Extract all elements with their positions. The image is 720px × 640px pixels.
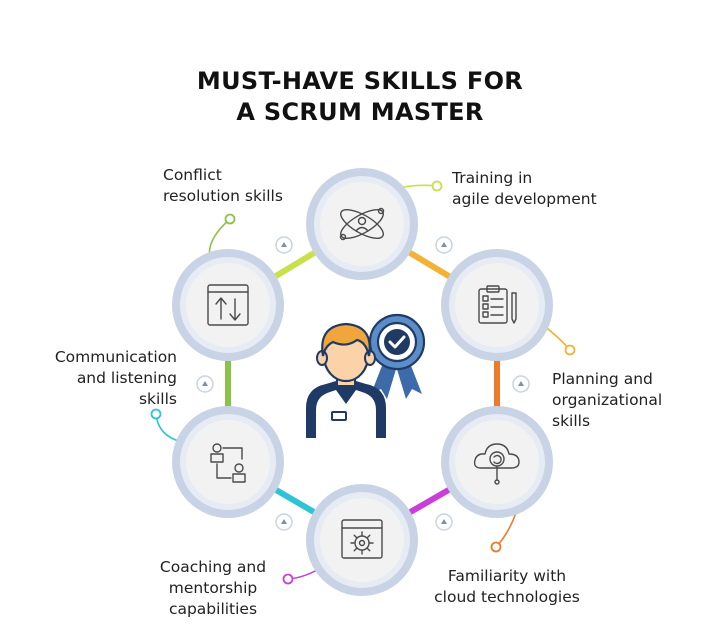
node-face <box>186 420 270 504</box>
skill-label-line: capabilities <box>168 600 258 618</box>
skill-label-line: Communication <box>54 348 177 366</box>
node-face <box>455 420 539 504</box>
triangle-icon <box>441 242 447 247</box>
skill-label-line: skills <box>552 412 591 430</box>
skill-node-5 <box>306 484 418 596</box>
triangle-icon <box>281 519 287 524</box>
triangle-icon <box>202 381 208 386</box>
skill-label-line: organizational <box>552 391 663 409</box>
atom-user-icon <box>339 207 385 241</box>
cloud-search-icon <box>473 443 520 485</box>
transfer-arrows-window-icon <box>207 284 249 326</box>
skill-label-line: resolution skills <box>163 187 283 205</box>
skill-label-line: Coaching and <box>159 558 267 576</box>
person-icon <box>306 322 386 438</box>
skill-label-communication: Communication and listening skills <box>20 347 177 410</box>
skill-label-line: mentorship <box>168 579 258 597</box>
triangle-icon <box>281 242 287 247</box>
skill-label-conflict: Conflict resolution skills <box>163 165 283 207</box>
leader-dot <box>490 541 502 553</box>
leader-dot <box>150 408 162 420</box>
skill-label-training: Training in agile development <box>452 168 597 210</box>
user-flow-icon <box>210 443 246 483</box>
skill-label-cloud: Familiarity with cloud technologies <box>402 566 612 608</box>
leader-dot <box>431 180 443 192</box>
title-line-2: A SCRUM MASTER <box>236 98 484 126</box>
triangle-icon <box>441 519 447 524</box>
leader-dot <box>282 573 294 585</box>
skill-node-6 <box>172 406 284 518</box>
skill-node-3 <box>441 249 553 361</box>
skill-node-1 <box>172 249 284 361</box>
title-line-1: MUST-HAVE SKILLS FOR <box>196 67 524 95</box>
page-title: MUST-HAVE SKILLS FOR A SCRUM MASTER <box>0 66 720 128</box>
skill-label-line: Training in <box>452 169 533 187</box>
award-badge-icon <box>368 313 426 371</box>
skill-label-line: Familiarity with <box>447 567 567 585</box>
skill-label-line: skills <box>138 390 177 408</box>
triangle-icon <box>518 381 524 386</box>
skill-label-planning: Planning and organizational skills <box>552 369 662 432</box>
skill-node-4 <box>441 406 553 518</box>
checklist-clipboard-icon <box>478 285 517 324</box>
skill-node-2 <box>306 168 418 280</box>
skill-label-line: and listening <box>76 369 177 387</box>
node-face <box>186 263 270 347</box>
skill-label-line: Conflict <box>163 166 222 184</box>
gear-window-icon <box>341 519 383 559</box>
leader-dot <box>224 213 236 225</box>
node-face <box>455 263 539 347</box>
skill-label-line: Planning and <box>552 370 653 388</box>
skill-label-line: cloud technologies <box>434 588 580 606</box>
scrum-master-figure <box>306 313 426 438</box>
skill-label-line: agile development <box>452 190 597 208</box>
leader-dot <box>564 344 576 356</box>
skill-label-coaching: Coaching and mentorship capabilities <box>138 557 288 620</box>
